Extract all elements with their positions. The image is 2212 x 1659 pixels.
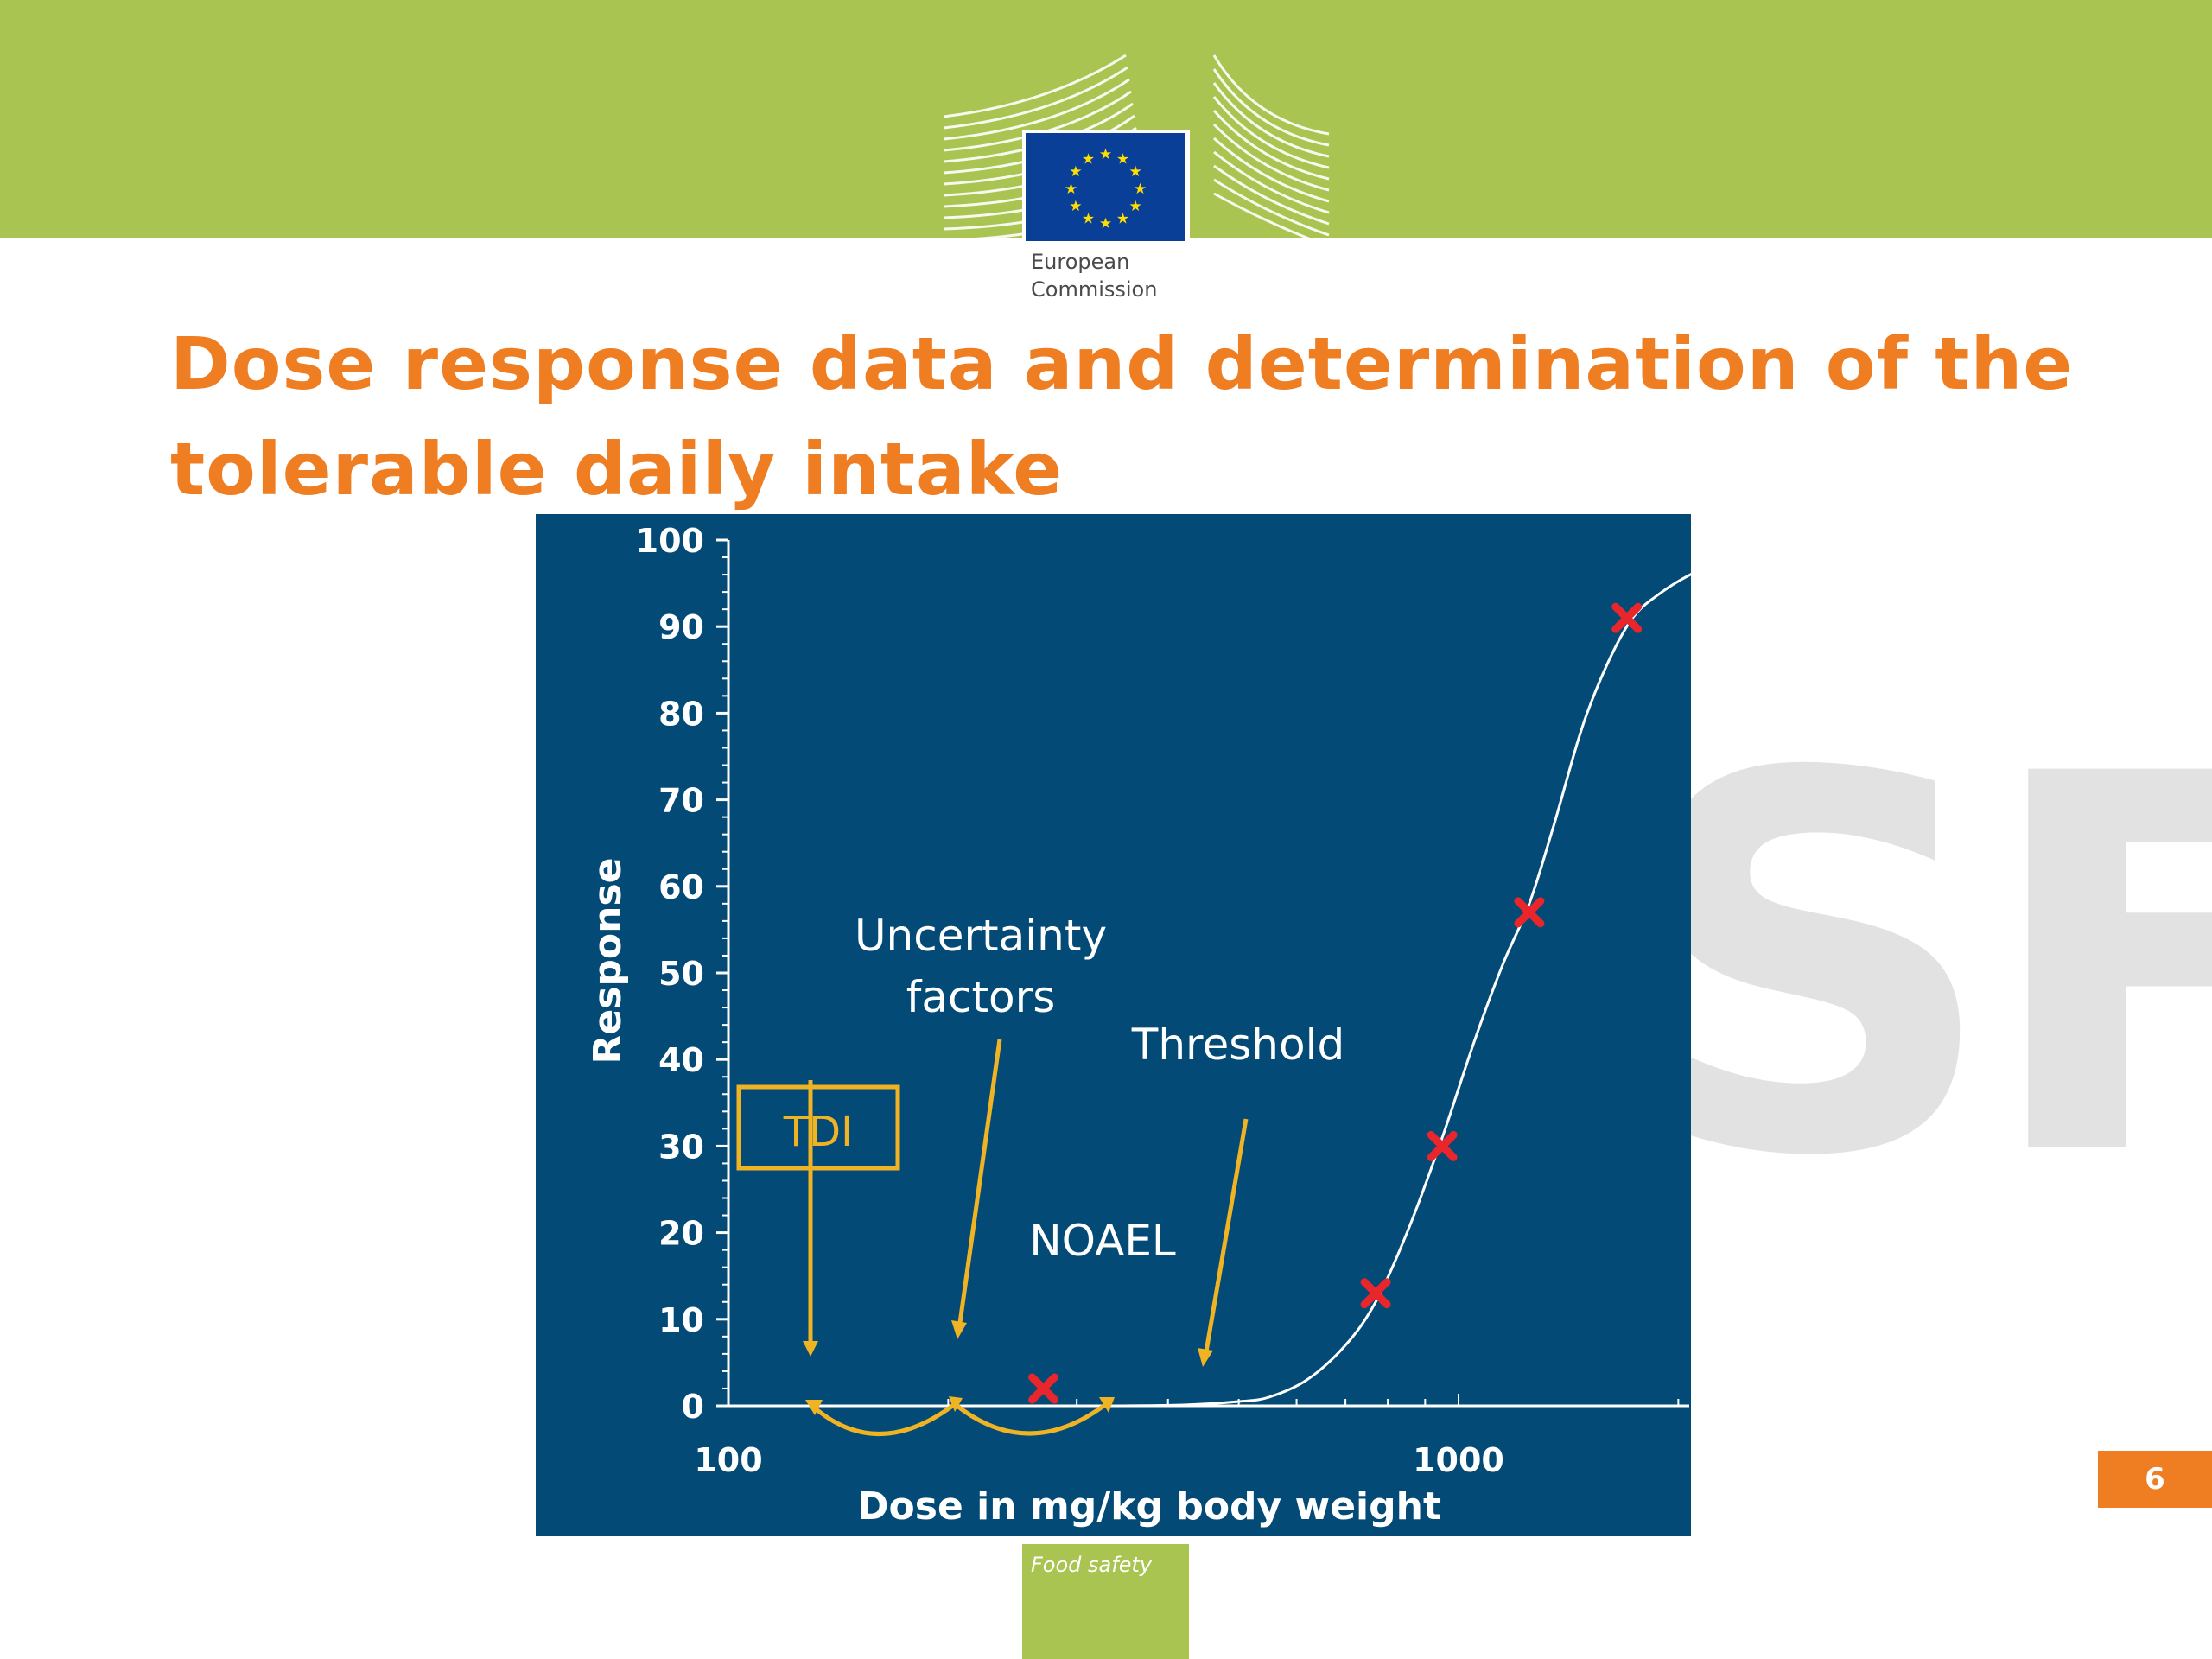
logo-text-line1: European [1031, 250, 1130, 274]
y-tick-label: 90 [658, 608, 704, 646]
tdi-label: TDI [783, 1108, 853, 1156]
svg-text:★: ★ [1099, 215, 1112, 232]
svg-text:★: ★ [1116, 211, 1129, 228]
marker-stroke [1611, 602, 1643, 633]
data-point-marker [1028, 1373, 1059, 1404]
slide-title: Dose response data and determination of … [170, 321, 2074, 512]
marker-stroke [1514, 897, 1545, 928]
svg-text:★: ★ [1069, 163, 1082, 181]
svg-text:★: ★ [1128, 163, 1141, 181]
page-number: 6 [2098, 1451, 2212, 1508]
bracket-tip-left [805, 1400, 823, 1415]
marker-stroke [1427, 1130, 1458, 1161]
bracket-tip-middle [949, 1396, 963, 1412]
y-tick-label: 70 [658, 782, 704, 820]
data-point-marker [1611, 602, 1643, 633]
threshold-label: Threshold [1131, 1020, 1344, 1070]
threshold-arrow [1203, 1118, 1249, 1357]
y-tick-label: 100 [636, 522, 704, 560]
uncertainty-arrow [957, 1039, 1002, 1330]
uncertainty-label-line1: Uncertainty [855, 911, 1107, 961]
marker-stroke [1028, 1373, 1059, 1404]
y-tick-label: 50 [658, 955, 704, 993]
data-point-marker [1514, 897, 1545, 928]
x-tick-label: 1000 [1413, 1441, 1504, 1479]
chart-background [536, 514, 1691, 1536]
svg-text:★: ★ [1069, 198, 1082, 215]
y-tick-label: 10 [658, 1301, 704, 1339]
y-tick-label: 30 [658, 1128, 704, 1166]
y-tick-label: 40 [658, 1041, 704, 1079]
y-axis-label: Response [586, 858, 630, 1065]
marker-stroke [1360, 1278, 1391, 1309]
footer-label: Food safety [1031, 1553, 1153, 1577]
bracket-tip-right [1099, 1397, 1115, 1413]
data-point-marker [1427, 1130, 1458, 1161]
dose-response-chart: 0 10 20 30 40 50 60 70 80 90 100 100 1000 TDI Uncert… [536, 514, 1691, 1536]
footer-tab [1022, 1544, 1189, 1659]
x-axis-label: Dose in mg/kg body weight [857, 1484, 1441, 1529]
x-tick-label: 100 [694, 1441, 762, 1479]
y-tick-label: 20 [658, 1215, 704, 1253]
logo-text: European Commission [1031, 248, 1157, 303]
svg-text:★: ★ [1082, 150, 1095, 168]
uncertainty-label-line2: factors [906, 972, 1056, 1022]
svg-text:★: ★ [1082, 211, 1095, 228]
y-tick-label: 60 [658, 868, 704, 906]
noael-label: NOAEL [1029, 1216, 1176, 1266]
uncertainty-arrowhead [951, 1320, 967, 1339]
uncertainty-bracket-right [953, 1402, 1108, 1436]
y-tick-label: 0 [682, 1388, 704, 1426]
logo-text-line2: Commission [1031, 277, 1158, 302]
svg-text:★: ★ [1099, 146, 1112, 163]
svg-text:★: ★ [1134, 181, 1147, 198]
dose-response-curve [1116, 573, 1691, 1408]
uncertainty-bracket-left [810, 1402, 957, 1436]
svg-text:★: ★ [1116, 150, 1129, 168]
tdi-box [736, 1084, 900, 1171]
tdi-arrowhead [803, 1341, 818, 1357]
watermark: SF [1624, 665, 2212, 1269]
threshold-arrowhead [1198, 1348, 1213, 1367]
eu-flag-icon: ★ ★ ★ ★ ★ ★ ★ ★ ★ ★ ★ ★ [1026, 133, 1185, 241]
data-point-marker [1360, 1278, 1391, 1309]
svg-text:★: ★ [1065, 181, 1077, 198]
y-tick-label: 80 [658, 695, 704, 733]
svg-text:★: ★ [1128, 198, 1141, 215]
